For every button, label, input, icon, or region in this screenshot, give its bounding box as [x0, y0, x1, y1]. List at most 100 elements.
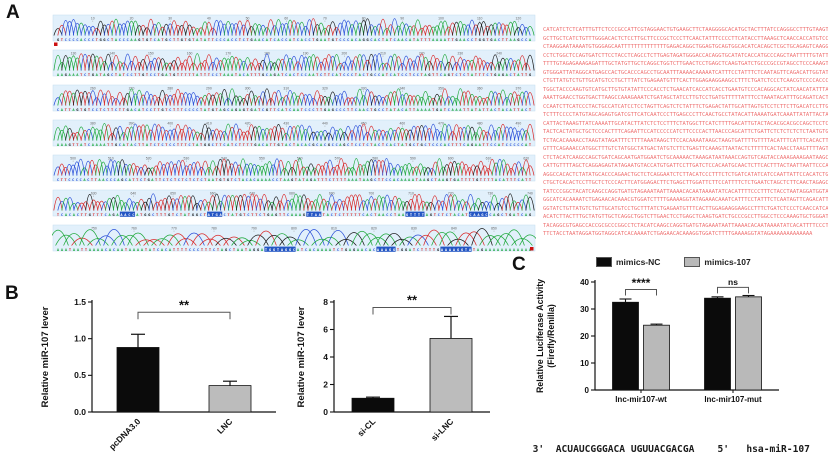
svg-text:C: C — [489, 213, 491, 217]
svg-text:T: T — [97, 213, 100, 217]
svg-text:430: 430 — [283, 122, 289, 126]
legend-item-mimics-nc: mimics-NC — [596, 257, 660, 267]
svg-text:230: 230 — [458, 52, 464, 56]
svg-text:760: 760 — [131, 227, 137, 231]
svg-text:A: A — [444, 38, 447, 42]
svg-text:C: C — [525, 38, 527, 42]
svg-text:T: T — [76, 143, 79, 147]
svg-text:A: A — [525, 143, 528, 147]
bar — [429, 338, 473, 413]
svg-text:4: 4 — [323, 352, 328, 362]
svg-text:T: T — [293, 38, 296, 42]
svg-text:T: T — [405, 143, 408, 147]
svg-text:480: 480 — [477, 122, 483, 126]
svg-text:T: T — [88, 108, 91, 112]
svg-text:T: T — [200, 143, 203, 147]
svg-text:A: A — [80, 143, 83, 147]
svg-text:C: C — [243, 38, 245, 42]
svg-text:G: G — [138, 38, 141, 42]
svg-text:A: A — [249, 178, 252, 182]
svg-text:1.5: 1.5 — [74, 297, 86, 307]
bar — [208, 385, 252, 413]
svg-text:A: A — [459, 108, 462, 112]
svg-text:A: A — [61, 143, 64, 147]
svg-text:T: T — [428, 38, 431, 42]
svg-text:A: A — [130, 38, 133, 42]
svg-text:C: C — [200, 213, 202, 217]
svg-text:T: T — [421, 73, 424, 77]
svg-text:ns: ns — [728, 277, 738, 287]
svg-text:G: G — [529, 213, 532, 217]
svg-text:C: C — [150, 108, 152, 112]
svg-text:T: T — [433, 248, 436, 252]
svg-text:90: 90 — [400, 17, 404, 21]
svg-text:A: A — [401, 38, 404, 42]
svg-text:A: A — [208, 178, 211, 182]
svg-text:A: A — [348, 178, 351, 182]
svg-text:T: T — [328, 73, 331, 77]
svg-text:G: G — [401, 248, 404, 252]
svg-text:730: 730 — [488, 192, 494, 196]
svg-text:30: 30 — [168, 17, 172, 21]
svg-text:T: T — [465, 213, 468, 217]
svg-text:T: T — [277, 248, 280, 252]
svg-text:C: C — [193, 248, 195, 252]
svg-text:0: 0 — [585, 386, 590, 395]
svg-text:T: T — [425, 248, 428, 252]
svg-text:A: A — [525, 213, 528, 217]
svg-text:G: G — [212, 108, 215, 112]
svg-text:C: C — [521, 213, 523, 217]
svg-text:A: A — [513, 38, 516, 42]
svg-text:G: G — [453, 178, 456, 182]
svg-text:C: C — [150, 73, 152, 77]
svg-text:350: 350 — [438, 87, 444, 91]
svg-text:lnc-mir107-mut: lnc-mir107-mut — [704, 395, 762, 404]
svg-text:A: A — [432, 38, 435, 42]
svg-text:80: 80 — [362, 17, 366, 21]
svg-text:C: C — [405, 38, 407, 42]
svg-text:A: A — [374, 38, 377, 42]
svg-text:390: 390 — [129, 122, 135, 126]
svg-text:C: C — [320, 73, 322, 77]
svg-text:A: A — [266, 143, 269, 147]
svg-text:T: T — [270, 38, 273, 42]
svg-text:T: T — [263, 213, 266, 217]
svg-text:A: A — [299, 213, 302, 217]
svg-text:G: G — [481, 248, 484, 252]
svg-text:G: G — [409, 143, 412, 147]
svg-text:T: T — [185, 73, 188, 77]
svg-text:T: T — [150, 38, 153, 42]
svg-text:T: T — [132, 178, 135, 182]
svg-text:T: T — [341, 248, 344, 252]
svg-text:A: A — [421, 108, 424, 112]
svg-text:T: T — [328, 38, 331, 42]
svg-text:T: T — [335, 38, 338, 42]
svg-text:A: A — [297, 108, 300, 112]
svg-text:150: 150 — [148, 52, 154, 56]
svg-text:C: C — [262, 38, 264, 42]
svg-text:T: T — [482, 143, 485, 147]
svg-text:T: T — [432, 73, 435, 77]
svg-text:C: C — [457, 213, 459, 217]
svg-text:A: A — [130, 108, 133, 112]
svg-text:T: T — [355, 73, 358, 77]
svg-text:C: C — [431, 178, 433, 182]
svg-text:A: A — [529, 38, 532, 42]
svg-text:C: C — [362, 213, 364, 217]
svg-text:C: C — [308, 143, 310, 147]
svg-text:C: C — [385, 178, 387, 182]
svg-text:G: G — [509, 213, 512, 217]
svg-text:A: A — [117, 178, 120, 182]
svg-text:G: G — [99, 38, 102, 42]
svg-text:G: G — [89, 213, 92, 217]
svg-text:A: A — [428, 108, 431, 112]
svg-text:T: T — [235, 73, 238, 77]
svg-text:C: C — [114, 178, 116, 182]
svg-text:C: C — [355, 38, 357, 42]
svg-text:C: C — [374, 178, 376, 182]
svg-text:470: 470 — [438, 122, 444, 126]
svg-text:0: 0 — [323, 407, 328, 417]
svg-text:C: C — [355, 108, 357, 112]
svg-text:Relative miR-107 lever: Relative miR-107 lever — [40, 306, 51, 407]
svg-text:T: T — [155, 178, 158, 182]
